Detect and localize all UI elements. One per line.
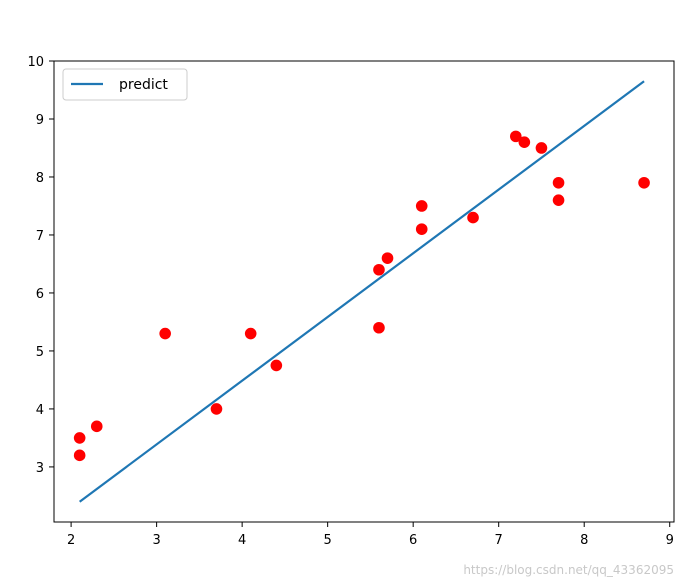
y-tick-label-9: 9 [36, 113, 44, 128]
scatter-point-18 [552, 194, 565, 206]
scatter-point-14 [509, 130, 522, 143]
scatter-point-11 [415, 200, 428, 212]
axes-layer: 2 3 4 5 6 7 8 9 3 4 5 6 7 8 9 10 [27, 55, 675, 548]
scatter-point-2 [73, 449, 86, 462]
scatter-point-13 [467, 211, 479, 224]
x-tick-label-9: 9 [666, 533, 674, 548]
y-tick-label-6: 6 [36, 287, 44, 302]
x-tick-label-7: 7 [495, 533, 503, 548]
scatter-point-16 [535, 142, 548, 154]
plot-frame [53, 60, 675, 523]
scatter-point-1 [73, 432, 86, 444]
scatter-point-7 [270, 359, 283, 372]
scatter-point-9 [381, 252, 394, 264]
legend-label-predict: predict [119, 77, 168, 93]
scatter-point-15 [518, 136, 531, 148]
scatter-point-19 [638, 176, 650, 189]
scatter-point-17 [552, 176, 565, 189]
y-tick-label-4: 4 [36, 403, 44, 418]
scatter-point-8 [373, 263, 385, 276]
scatter-point-3 [90, 420, 103, 433]
x-tick-label-8: 8 [580, 533, 588, 548]
x-tick-label-6: 6 [409, 533, 417, 548]
y-tick-label-5: 5 [36, 345, 44, 360]
data-layer [73, 80, 650, 503]
scatter-point-12 [415, 223, 428, 235]
y-tick-label-8: 8 [36, 171, 44, 186]
legend-box [62, 68, 188, 101]
x-tick-label-3: 3 [152, 533, 160, 548]
watermark-text: https://blog.csdn.net/qq_43362095 [463, 563, 674, 577]
scatter-point-5 [210, 403, 223, 415]
scatter-point-4 [159, 327, 171, 340]
regression-line [78, 80, 645, 503]
x-tick-label-4: 4 [238, 533, 246, 548]
x-tick-label-2: 2 [67, 533, 75, 548]
legend: predict [62, 68, 188, 101]
y-tick-label-3: 3 [36, 461, 44, 476]
y-tick-label-10: 10 [27, 55, 44, 70]
scatter-point-10 [373, 321, 385, 334]
scatter-point-6 [244, 327, 257, 340]
y-tick-label-7: 7 [36, 229, 44, 244]
x-tick-label-5: 5 [324, 533, 332, 548]
